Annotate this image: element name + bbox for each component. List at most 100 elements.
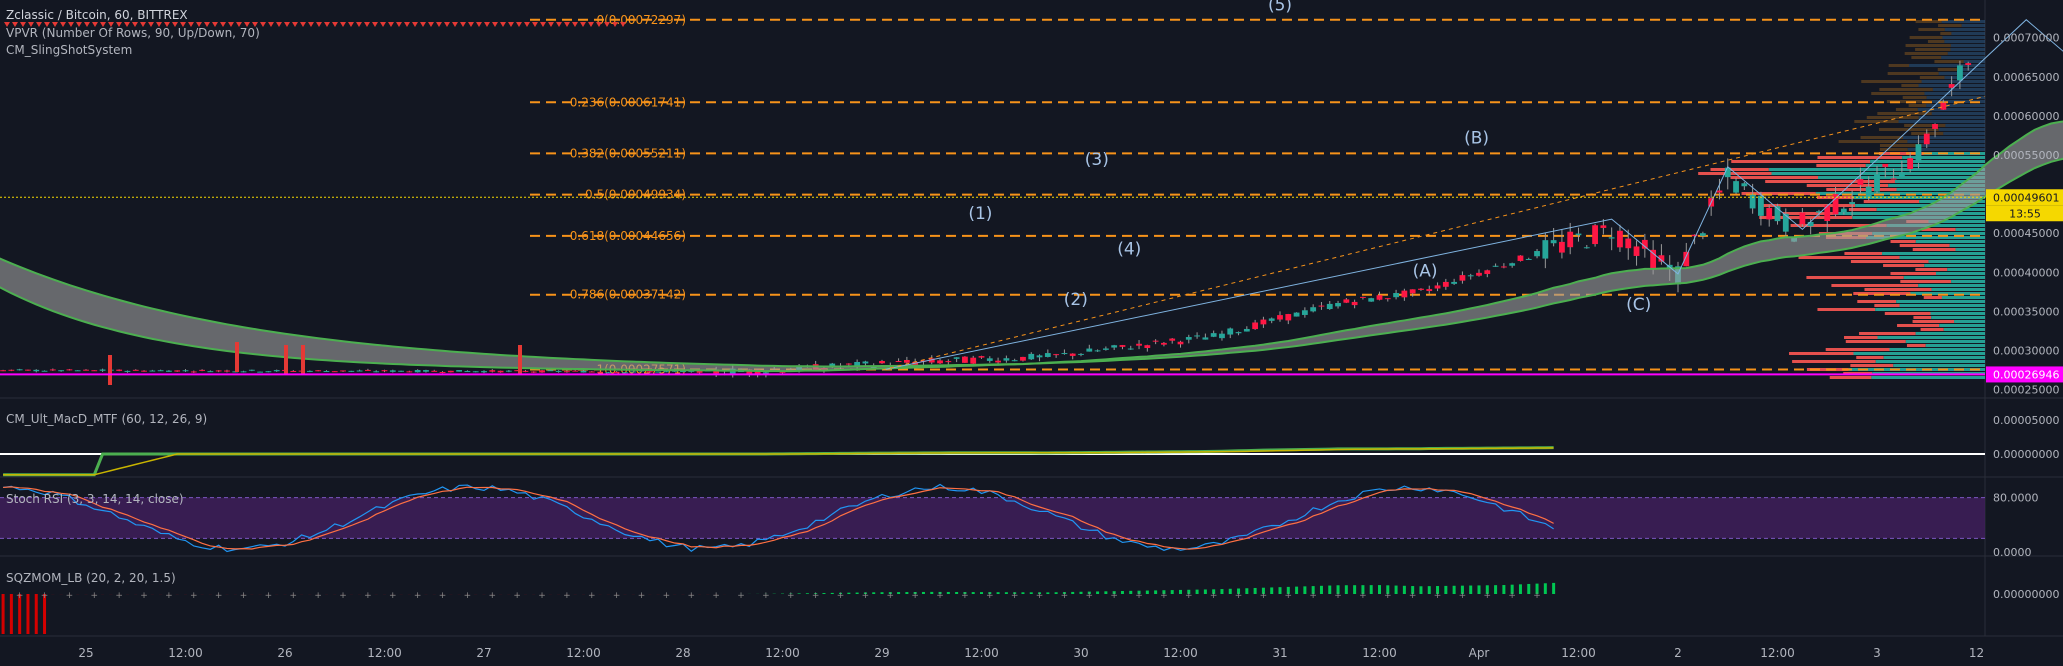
vpvr-bar-down	[1904, 124, 1946, 127]
vpvr-bar-up	[1931, 112, 1985, 115]
candle-body	[381, 370, 388, 372]
vpvr-bar-up	[1941, 296, 1985, 299]
candle-body	[613, 371, 620, 373]
sqz-dot: +	[1036, 591, 1044, 601]
candle-body	[680, 371, 686, 373]
sell-triangle	[412, 22, 418, 27]
candle-body	[1492, 265, 1499, 267]
price-tick-0: 0.00070000	[1993, 32, 2059, 45]
vpvr-bar-up	[1918, 284, 1985, 287]
candle-body	[1923, 133, 1930, 145]
candle-body	[1600, 225, 1607, 228]
sqzmom-pane-title[interactable]: SQZMOM_LB (20, 2, 20, 1.5)	[6, 571, 176, 585]
vpvr-bar-down	[1915, 20, 1942, 23]
candle-body	[597, 371, 603, 373]
vpvr-bar-up	[1894, 180, 1985, 183]
candle-body	[49, 369, 56, 371]
vpvr-bar-up	[1917, 108, 1985, 111]
vpvr-bar-down	[1698, 172, 1772, 175]
sqz-dot: +	[1484, 591, 1492, 601]
slingshot-indicator-label[interactable]: CM_SlingShotSystem	[6, 43, 133, 57]
vpvr-bar-up	[1875, 308, 1985, 311]
vpvr-bar-down	[1831, 284, 1919, 287]
sqz-bar	[1477, 585, 1481, 594]
sell-triangle	[452, 22, 458, 27]
vpvr-bar-up	[1939, 324, 1985, 327]
candle-body	[58, 370, 65, 372]
candle-body	[414, 369, 421, 373]
candle-body	[763, 372, 769, 374]
price-tick-1: 0.00065000	[1993, 71, 2059, 84]
candle-body	[1459, 275, 1466, 281]
candle-body	[514, 370, 521, 372]
candle-body	[854, 361, 861, 368]
sell-triangle	[332, 22, 338, 27]
vpvr-bar-down	[1829, 376, 1872, 379]
sqz-bar	[1460, 585, 1464, 594]
vpvr-bar-up	[1950, 48, 1985, 51]
vpvr-bar-up	[1942, 36, 1985, 39]
sqz-bar	[1552, 582, 1556, 594]
price-axis: 0.00070000 0.00065000 0.00060000 0.00055000…	[1986, 32, 2063, 397]
sqz-bar	[1494, 585, 1498, 594]
candle-body	[1467, 275, 1474, 277]
time-tick-3: 12:00	[367, 646, 402, 660]
time-tick-18: 3	[1873, 646, 1881, 660]
candle-body	[688, 370, 695, 372]
sqz-dot: +	[837, 591, 845, 601]
stoch-rsi-pane-title[interactable]: Stoch RSI (3, 3, 14, 14, close)	[6, 492, 184, 506]
candle-body	[1882, 164, 1889, 167]
candle-body	[1351, 301, 1358, 306]
sqz-dot: +	[414, 591, 422, 601]
candle-body	[655, 371, 662, 373]
macd-pane-title[interactable]: CM_Ult_MacD_MTF (60, 12, 26, 9)	[6, 412, 208, 426]
candle-body	[995, 360, 1001, 363]
candle-body	[1592, 225, 1598, 245]
vpvr-bar-down	[1826, 188, 1897, 191]
candle-body	[1650, 249, 1657, 270]
candle-body	[1343, 299, 1350, 303]
sqz-dot: +	[1384, 591, 1392, 601]
macd-signal-line	[3, 447, 1554, 476]
sqz-dot: +	[613, 591, 621, 601]
candle-body	[1898, 172, 1905, 178]
sqz-bar	[1319, 585, 1323, 594]
vpvr-bar-down	[1940, 32, 1952, 35]
sqz-dot: +	[215, 591, 223, 601]
vpvr-indicator-label[interactable]: VPVR (Number Of Rows, 90, Up/Down, 70)	[6, 26, 260, 40]
time-tick-1: 12:00	[168, 646, 203, 660]
sell-triangle	[340, 22, 346, 27]
sqz-dot: +	[1110, 591, 1118, 601]
candle-body	[1152, 340, 1159, 342]
vpvr-bar-down	[1887, 72, 1939, 75]
candle-body	[356, 370, 363, 372]
candle-body	[978, 356, 985, 358]
sell-triangle	[116, 22, 122, 27]
candle-body	[1716, 190, 1723, 193]
sell-triangle	[132, 22, 138, 27]
vpvr-bar-up	[1896, 188, 1985, 191]
vpvr-bar-up	[1957, 68, 1985, 71]
candle-body	[945, 361, 952, 363]
candle-body	[1641, 239, 1648, 249]
vpvr-bar-down	[1845, 340, 1906, 343]
vpvr-bar-down	[1806, 276, 1904, 279]
sqz-bar	[1195, 589, 1199, 594]
vpvr-bar-down	[1938, 24, 1962, 27]
candle-body	[497, 370, 504, 373]
sell-triangle	[196, 22, 202, 27]
sqz-bar	[1361, 585, 1365, 594]
vpvr-bar-up	[1915, 240, 1985, 243]
sqz-bar	[839, 592, 843, 594]
candle-body	[1857, 179, 1864, 186]
sqz-bar	[1386, 585, 1390, 594]
candle-body	[33, 369, 40, 372]
vpvr-bar-up	[1921, 80, 1985, 83]
candle-body	[1285, 314, 1292, 321]
vpvr-bar-down	[1798, 256, 1900, 259]
vpvr-bar-down	[1877, 112, 1932, 115]
candle-body	[132, 369, 139, 371]
vpvr-bar-down	[1857, 300, 1897, 303]
vpvr-bar-up	[1924, 264, 1985, 267]
